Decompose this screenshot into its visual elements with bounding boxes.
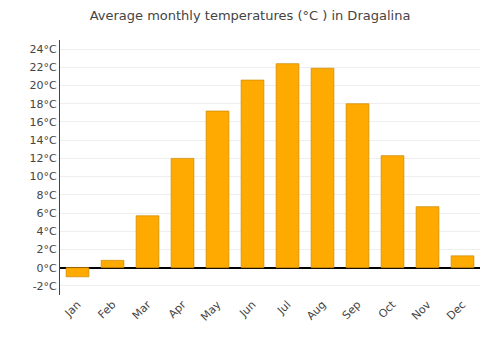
svg-text:20°C: 20°C (30, 79, 57, 92)
svg-text:Aug: Aug (304, 298, 328, 322)
svg-text:24°C: 24°C (30, 43, 57, 56)
svg-text:14°C: 14°C (30, 134, 57, 147)
svg-text:Jul: Jul (274, 298, 293, 317)
svg-text:Feb: Feb (96, 298, 119, 321)
svg-text:Oct: Oct (376, 298, 399, 321)
svg-text:Jan: Jan (62, 298, 84, 320)
svg-text:Dec: Dec (444, 298, 468, 322)
svg-text:18°C: 18°C (30, 98, 57, 111)
svg-text:4°C: 4°C (37, 225, 57, 238)
svg-text:Jun: Jun (236, 298, 258, 320)
svg-text:0°C: 0°C (37, 262, 57, 275)
svg-text:May: May (198, 298, 224, 324)
svg-text:2°C: 2°C (37, 243, 57, 256)
svg-text:16°C: 16°C (30, 116, 57, 129)
svg-text:-2°C: -2°C (33, 280, 57, 293)
svg-text:Nov: Nov (409, 298, 434, 323)
svg-text:10°C: 10°C (30, 170, 57, 183)
svg-text:12°C: 12°C (30, 152, 57, 165)
svg-text:Apr: Apr (166, 298, 189, 321)
svg-text:6°C: 6°C (37, 207, 57, 220)
svg-text:Sep: Sep (340, 298, 364, 322)
svg-text:Mar: Mar (130, 298, 154, 322)
svg-text:8°C: 8°C (37, 189, 57, 202)
svg-text:Average monthly temperatures (: Average monthly temperatures (°C ) in Dr… (90, 8, 411, 23)
svg-text:22°C: 22°C (30, 61, 57, 74)
